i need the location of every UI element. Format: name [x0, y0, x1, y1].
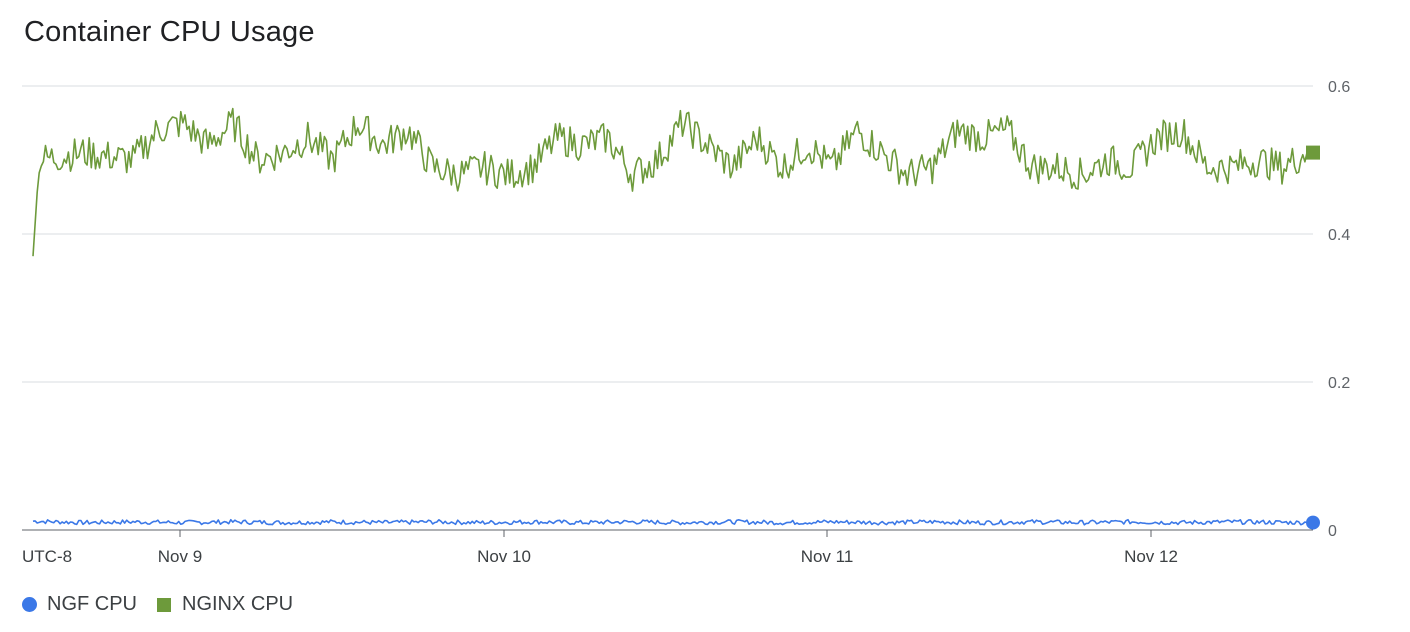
y-tick-label: 0 [1328, 523, 1337, 540]
y-tick-label: 0.6 [1328, 79, 1350, 96]
x-tick-label: Nov 11 [801, 547, 854, 566]
y-axis-ticks: 0.6 0.4 0.2 0 [1328, 79, 1350, 540]
chart-title: Container CPU Usage [24, 16, 315, 48]
chart-legend: NGF CPU NGINX CPU [22, 593, 313, 616]
series-end-marker-nginx-cpu[interactable] [1306, 145, 1320, 160]
legend-label: NGF CPU [47, 593, 137, 615]
series-line-nginx-cpu[interactable] [32, 107, 1308, 257]
grid-lines [22, 85, 1313, 531]
legend-item-ngf[interactable]: NGF CPU [22, 593, 137, 616]
y-tick-label: 0.4 [1328, 227, 1350, 244]
timezone-label: UTC-8 [22, 547, 72, 566]
legend-label: NGINX CPU [182, 593, 294, 615]
series-line-ngf-cpu[interactable] [32, 518, 1308, 526]
legend-item-nginx[interactable]: NGINX CPU [157, 593, 293, 616]
y-tick-label: 0.2 [1328, 375, 1350, 392]
legend-circle-marker [22, 597, 37, 612]
x-tick-label: Nov 10 [477, 547, 531, 566]
legend-square-marker [157, 597, 171, 612]
x-axis-ticks: UTC-8 Nov 9 Nov 10 Nov 11 Nov 12 [22, 530, 1178, 566]
x-tick-label: Nov 12 [1124, 547, 1178, 566]
series-layer [32, 107, 1320, 530]
x-tick-label: Nov 9 [158, 547, 202, 566]
series-end-marker-ngf-cpu[interactable] [1306, 515, 1320, 530]
